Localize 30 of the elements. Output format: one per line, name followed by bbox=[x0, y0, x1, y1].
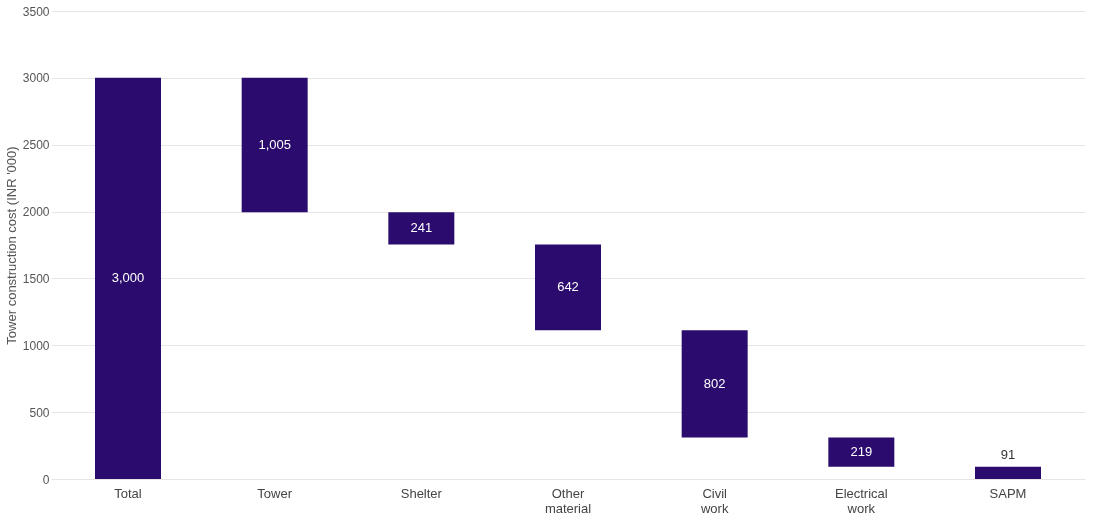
data-label: 219 bbox=[850, 444, 873, 460]
y-tick-label: 3500 bbox=[22, 4, 50, 19]
bar bbox=[95, 77, 161, 479]
y-tick-label: 500 bbox=[29, 405, 50, 420]
y-tick-label: 3000 bbox=[22, 71, 50, 86]
x-tick-label: Tower bbox=[257, 485, 293, 501]
y-tick-label: 2500 bbox=[22, 138, 50, 153]
data-label: 802 bbox=[703, 375, 726, 391]
bar bbox=[975, 466, 1041, 479]
x-tick-label: Civil work bbox=[699, 485, 729, 516]
y-tick-label: 0 bbox=[42, 472, 50, 487]
y-tick-label: 1000 bbox=[22, 338, 50, 353]
data-label: 642 bbox=[557, 279, 579, 295]
bar bbox=[241, 77, 308, 213]
y-tick-label: 2000 bbox=[22, 205, 50, 220]
data-label: 3,000 bbox=[111, 270, 145, 286]
bar bbox=[681, 330, 748, 438]
bar bbox=[388, 212, 455, 245]
bar bbox=[828, 437, 895, 467]
x-tick-label: Electrical work bbox=[834, 485, 888, 516]
data-label: 241 bbox=[410, 220, 433, 236]
x-tick-label: Shelter bbox=[400, 485, 443, 501]
bar bbox=[535, 244, 601, 331]
y-tick-label: 1500 bbox=[22, 271, 50, 286]
x-tick-label: SAPM bbox=[989, 485, 1027, 501]
y-axis-title: Tower construction cost (INR '000) bbox=[3, 146, 19, 345]
x-tick-label: Total bbox=[114, 485, 142, 501]
data-label: 1,005 bbox=[258, 137, 291, 153]
x-tick-label: Other material bbox=[544, 485, 592, 516]
data-label: 91 bbox=[1000, 446, 1016, 462]
